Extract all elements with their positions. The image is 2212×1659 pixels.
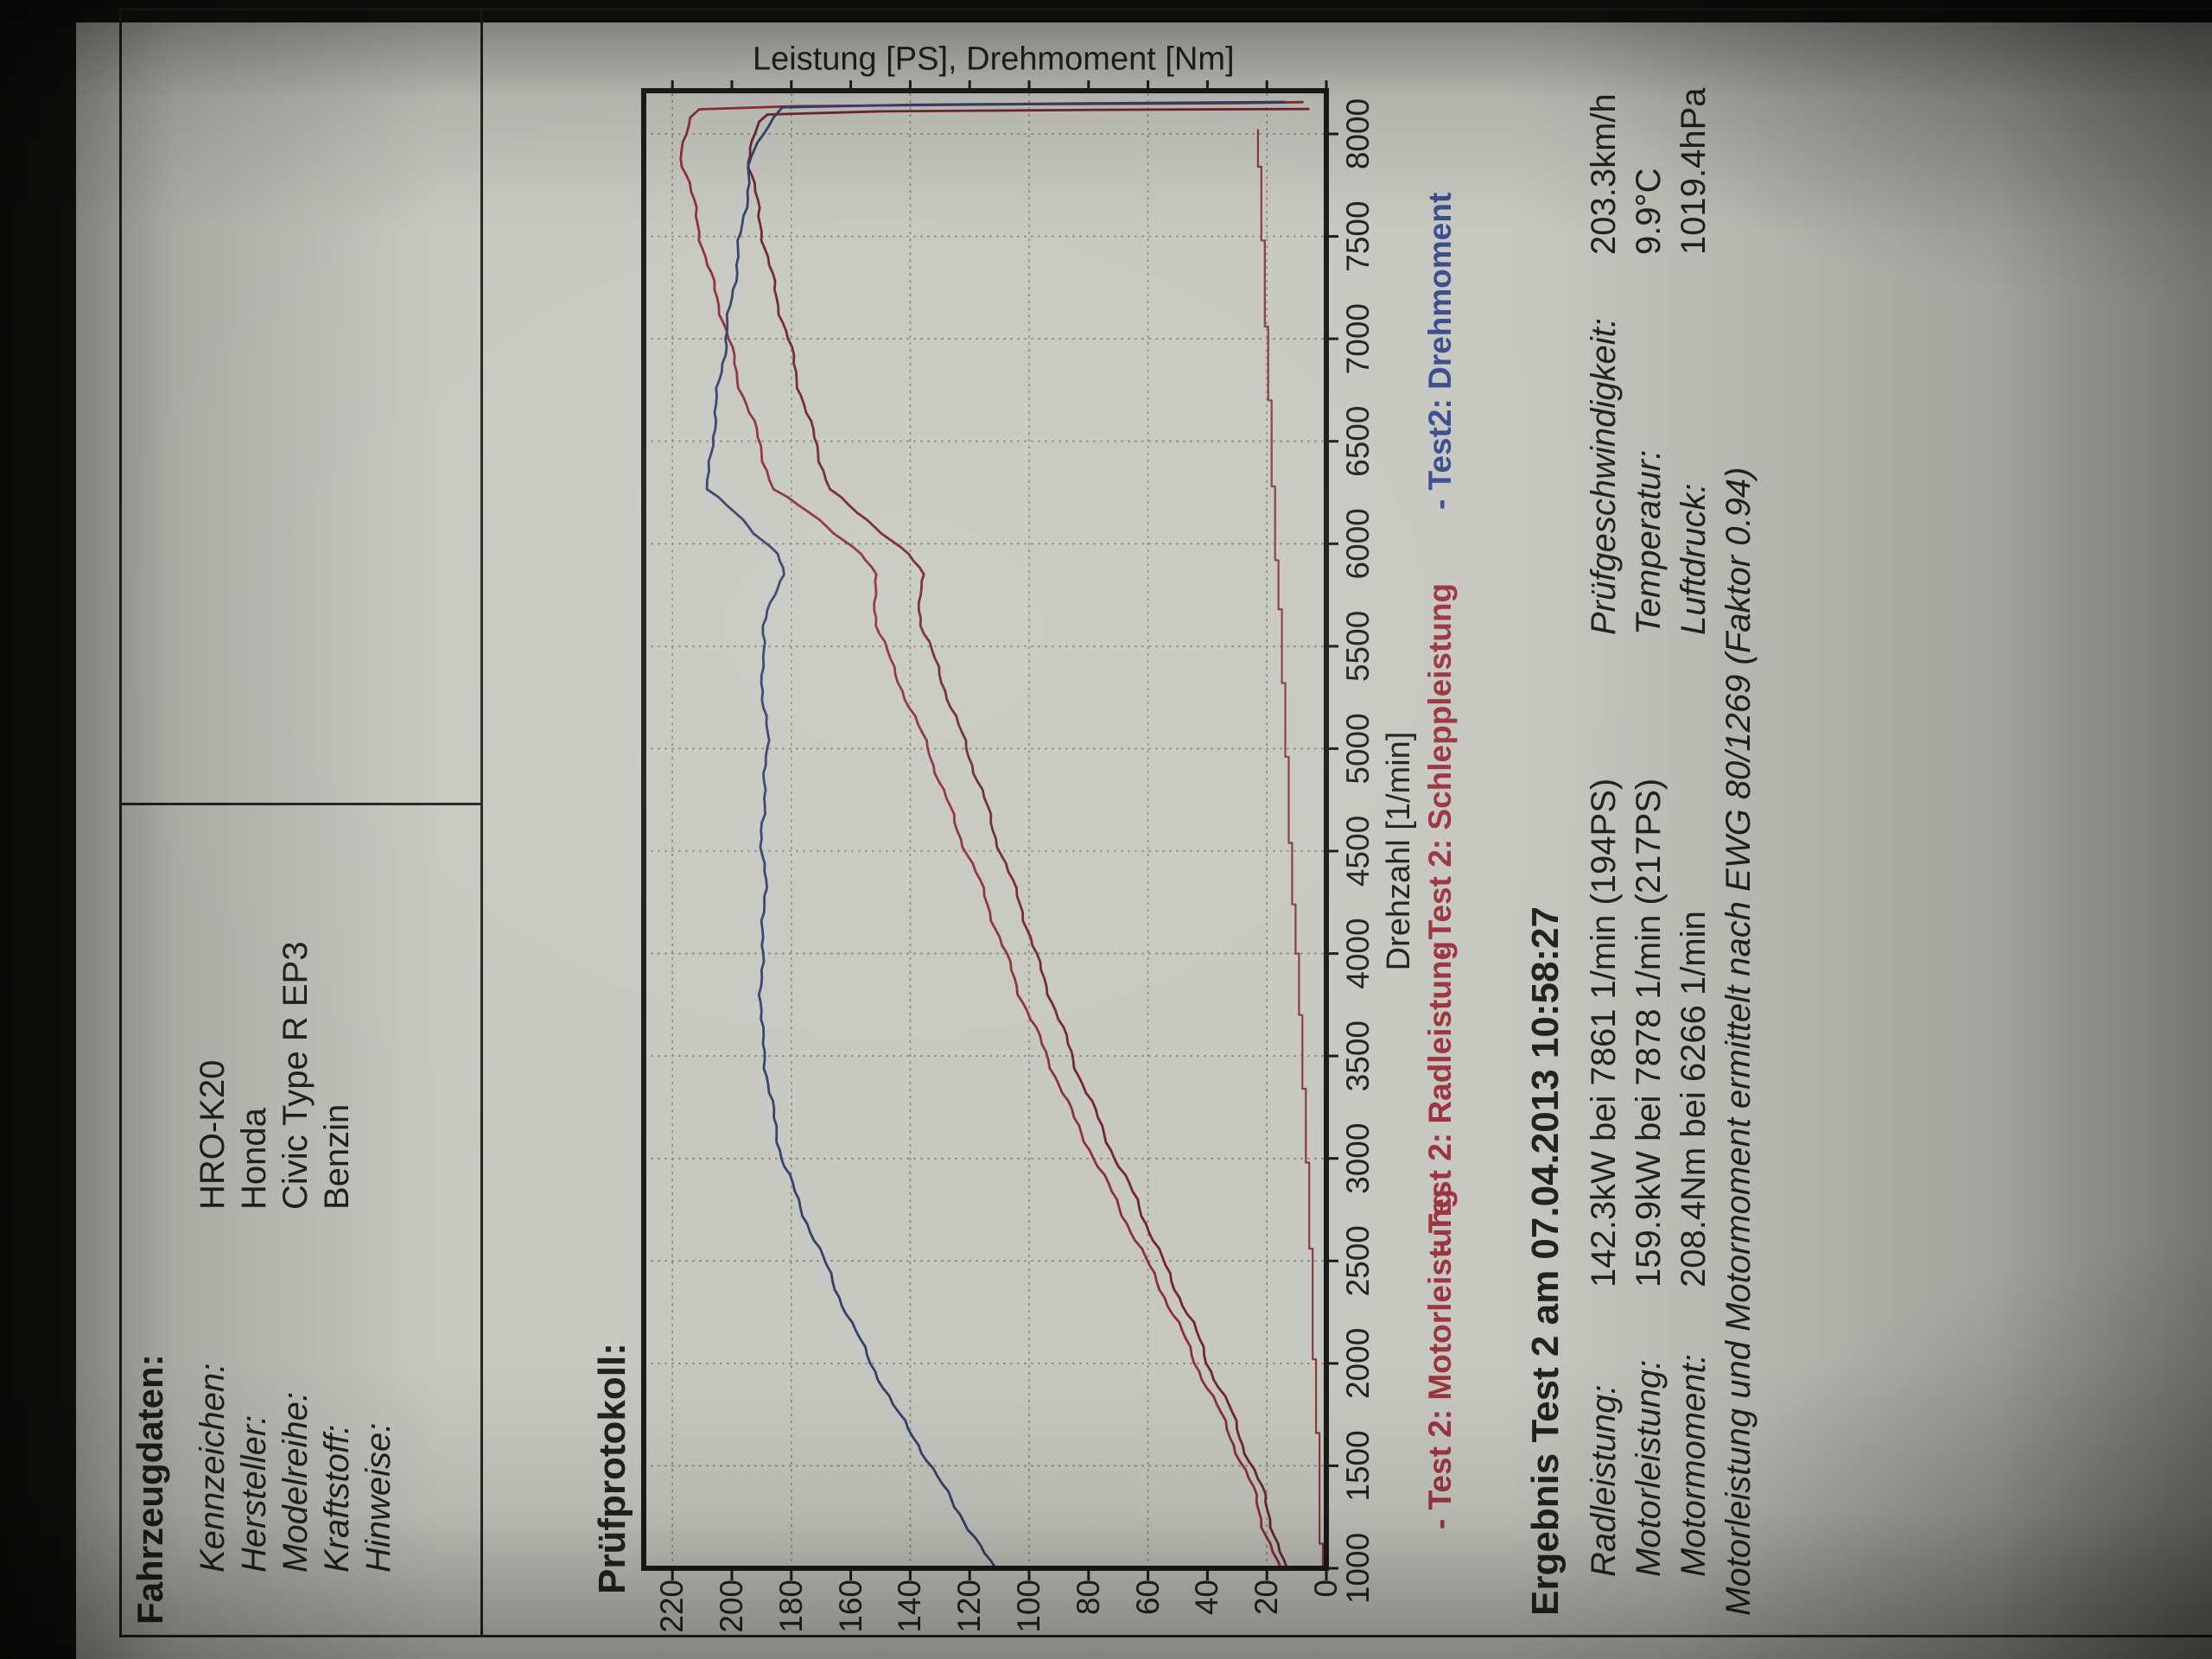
vehicle-data-header: Fahrzeugdaten: [130,1354,170,1624]
vehicle-value-hersteller: Honda [235,1108,273,1210]
y-tick-label-120: 120 [951,1580,988,1633]
y-tick-label-160: 160 [832,1580,868,1633]
x-tick-label-3000: 3000 [1340,1122,1376,1194]
result-value-radleistung: 142.3kW bei 7861 1/min (194PS) [1585,778,1623,1287]
result-label-temperatur: Temperatur: [1630,449,1668,635]
band-divider [119,803,483,805]
chart-plot-area [641,80,1338,1580]
y-tick-label-140: 140 [892,1580,928,1633]
y-tick-label-60: 60 [1129,1580,1166,1616]
result-value-motorleistung: 159.9kW bei 7878 1/min (217PS) [1630,778,1668,1287]
x-tick-label-5000: 5000 [1340,713,1376,785]
legend-item-schleppleistung: - Test 2: Schleppleistung [1422,582,1458,959]
result-value-luftdruck: 1019.4hPa [1675,87,1713,255]
x-tick-label-4500: 4500 [1340,815,1376,887]
result-value-temperatur: 9.9°C [1630,168,1668,256]
chart-title: Leistung [PS], Drehmoment [Nm] [753,41,1235,78]
band-line-bottom [480,8,483,1637]
y-tick-label-220: 220 [654,1580,690,1633]
vehicle-label-kennzeichen: Kennzeichen: [194,1363,232,1573]
x-tick-label-6000: 6000 [1340,508,1376,580]
vehicle-value-modelreihe: Civic Type R EP3 [276,941,315,1211]
frame-line-right [119,8,2212,10]
x-tick-label-7500: 7500 [1340,200,1376,272]
result-value-pruefgeschwindigkeit: 203.3km/h [1585,93,1623,255]
y-tick-label-0: 0 [1308,1580,1344,1598]
dyno-chart [641,80,1338,1580]
legend-item-radleistung: - Test 2: Radleistung [1422,940,1458,1253]
vehicle-label-hinweise: Hinweise: [359,1422,397,1573]
result-label-motorleistung: Motorleistung: [1630,1359,1668,1577]
y-tick-label-20: 20 [1249,1580,1285,1616]
x-axis-label: Drehzahl [1/min] [1381,731,1417,971]
x-tick-label-7000: 7000 [1340,303,1376,375]
result-label-pruefgeschwindigkeit: Prüfgeschwindigkeit: [1585,318,1623,635]
results-header: Ergebnis Test 2 am 07.04.2013 10:58:27 [1524,906,1567,1616]
vehicle-label-hersteller: Hersteller: [235,1414,273,1573]
x-tick-label-8000: 8000 [1340,98,1376,170]
legend-item-drehmoment: - Test2: Drehmoment [1422,192,1458,510]
x-tick-label-6500: 6500 [1340,405,1376,477]
vehicle-label-kraftstoff: Kraftstoff: [318,1424,356,1573]
vehicle-label-modelreihe: Modelreihe: [276,1391,315,1573]
vehicle-value-kraftstoff: Benzin [318,1103,356,1210]
x-tick-label-5500: 5500 [1340,610,1376,683]
x-tick-label-2000: 2000 [1340,1327,1376,1400]
y-tick-label-100: 100 [1011,1580,1046,1633]
results-note-ewg: Motorleistung und Motormoment ermittelt … [1719,467,1758,1616]
vehicle-value-kennzeichen: HRO-K20 [194,1059,232,1210]
x-tick-label-1000: 1000 [1340,1532,1376,1605]
band-line-top [119,8,122,1637]
y-tick-label-40: 40 [1189,1580,1225,1616]
result-label-luftdruck: Luftdruck: [1675,483,1713,635]
x-tick-label-1500: 1500 [1340,1430,1376,1502]
result-label-radleistung: Radleistung: [1585,1384,1623,1577]
y-tick-label-180: 180 [772,1580,809,1633]
x-tick-label-3500: 3500 [1340,1020,1376,1092]
x-tick-label-2500: 2500 [1340,1225,1376,1297]
protocol-header: Prüfprotokoll: [591,1343,633,1594]
x-tick-label-4000: 4000 [1340,918,1376,989]
y-tick-label-80: 80 [1070,1580,1106,1616]
result-value-motormoment: 208.4Nm bei 6266 1/min [1675,911,1713,1287]
y-tick-label-200: 200 [714,1580,749,1633]
result-label-motormoment: Motormoment: [1675,1354,1713,1577]
